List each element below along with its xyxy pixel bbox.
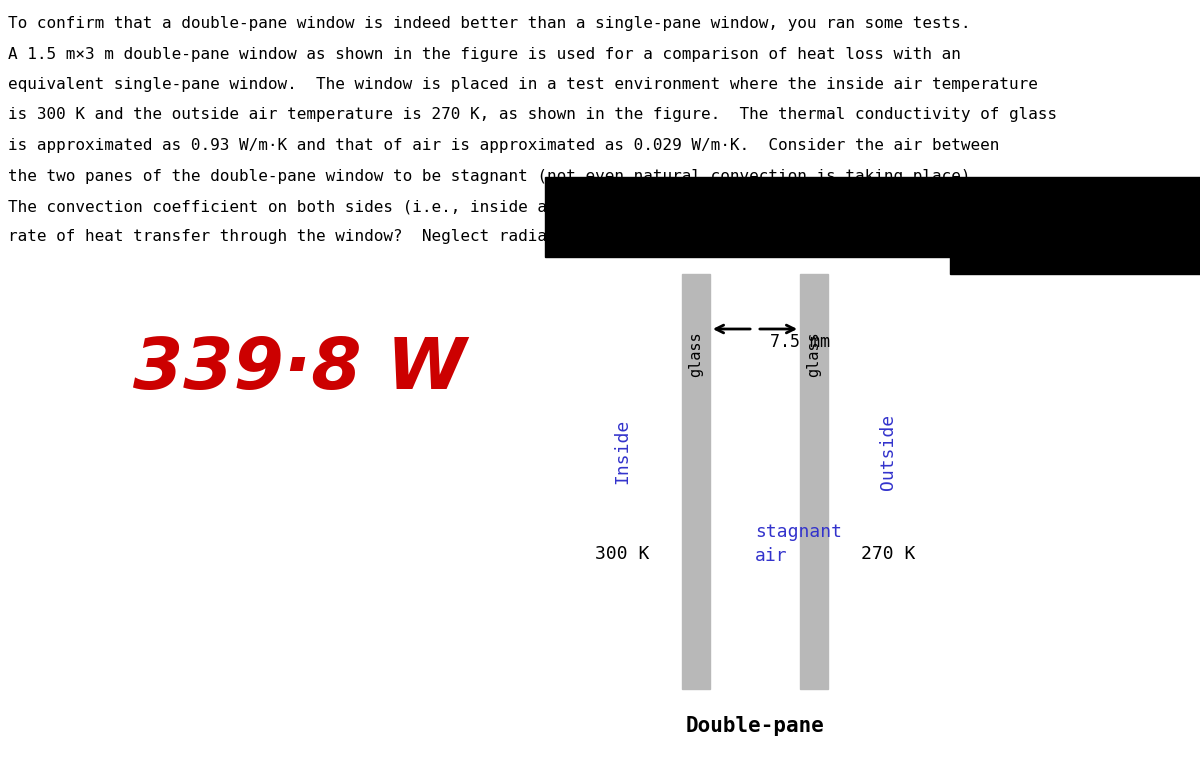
Bar [682, 274, 710, 689]
Bar [950, 254, 1200, 274]
Text: A 1.5 m×3 m double-pane window as shown in the figure is used for a comparison o: A 1.5 m×3 m double-pane window as shown … [8, 47, 961, 61]
Text: Double-pane: Double-pane [685, 716, 824, 736]
Text: Outside: Outside [878, 413, 898, 490]
Text: To confirm that a double-pane window is indeed better than a single-pane window,: To confirm that a double-pane window is … [8, 16, 971, 31]
Text: is 300 K and the outside air temperature is 270 K, as shown in the figure.  The : is 300 K and the outside air temperature… [8, 108, 1057, 122]
Text: 2.5 mm: 2.5 mm [607, 213, 667, 231]
Text: Inside: Inside [613, 419, 631, 484]
Text: the two panes of the double-pane window to be stagnant (not even natural convect: the two panes of the double-pane window … [8, 169, 980, 183]
Text: equivalent single-pane window.  The window is placed in a test environment where: equivalent single-pane window. The windo… [8, 77, 1038, 92]
Text: 2.5 mm: 2.5 mm [848, 223, 908, 241]
Text: glass: glass [689, 331, 703, 377]
Text: rate of heat transfer through the window?  Neglect radiation.: rate of heat transfer through the window… [8, 229, 595, 244]
Text: 300 K: 300 K [595, 545, 649, 563]
Text: The convection coefficient on both sides (i.e., inside and outside) of the windo: The convection coefficient on both sides… [8, 199, 1048, 214]
Text: is approximated as 0.93 W/m·K and that of air is approximated as 0.029 W/m·K.  C: is approximated as 0.93 W/m·K and that o… [8, 138, 1000, 153]
Bar [545, 177, 1200, 257]
Text: 7.5 mm: 7.5 mm [770, 333, 830, 351]
Bar [800, 274, 828, 689]
Text: 270 K: 270 K [860, 545, 916, 563]
Text: stagnant
air: stagnant air [755, 523, 842, 565]
Text: 339·8 W: 339·8 W [133, 335, 467, 404]
Text: glass: glass [806, 331, 822, 377]
